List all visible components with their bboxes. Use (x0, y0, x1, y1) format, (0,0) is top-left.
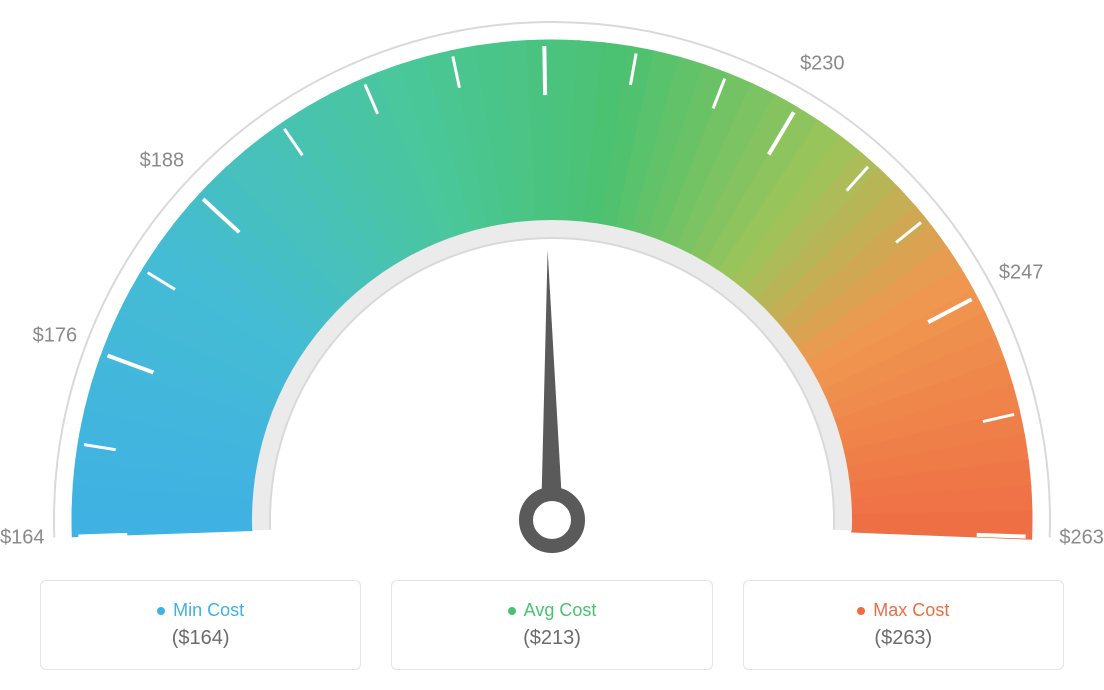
legend-row: Min Cost ($164) Avg Cost ($213) Max Cost ($26… (40, 580, 1064, 670)
gauge-tick (977, 535, 1026, 537)
legend-label-text: Max Cost (873, 600, 949, 621)
legend-value: ($164) (172, 627, 230, 650)
gauge-needle (541, 250, 563, 520)
legend-card: Min Cost ($164) (40, 580, 361, 670)
gauge-tick-label: $188 (140, 150, 185, 173)
legend-label: Min Cost (157, 600, 244, 621)
legend-label: Max Cost (857, 600, 949, 621)
legend-value: ($263) (874, 627, 932, 650)
legend-dot-icon (508, 607, 516, 615)
gauge-needle-hub (526, 494, 578, 546)
legend-label: Avg Cost (508, 600, 597, 621)
gauge-tick (78, 535, 127, 537)
gauge-tick-label: $176 (33, 325, 78, 348)
legend-value: ($213) (523, 627, 581, 650)
gauge-tick-label: $164 (0, 527, 45, 550)
legend-label-text: Avg Cost (524, 600, 597, 621)
gauge-tick-label: $213 (521, 0, 566, 2)
gauge-tick-label: $263 (1059, 527, 1104, 550)
gauge-tick-label: $230 (800, 53, 845, 76)
legend-dot-icon (157, 607, 165, 615)
gauge-tick (544, 46, 545, 95)
legend-card: Avg Cost ($213) (391, 580, 712, 670)
legend-label-text: Min Cost (173, 600, 244, 621)
gauge-chart: $164 $176 $188 $213 $230 $247 $263 (0, 0, 1104, 560)
gauge-tick-label: $247 (999, 262, 1044, 285)
legend-card: Max Cost ($263) (743, 580, 1064, 670)
gauge-svg (0, 0, 1104, 560)
legend-dot-icon (857, 607, 865, 615)
